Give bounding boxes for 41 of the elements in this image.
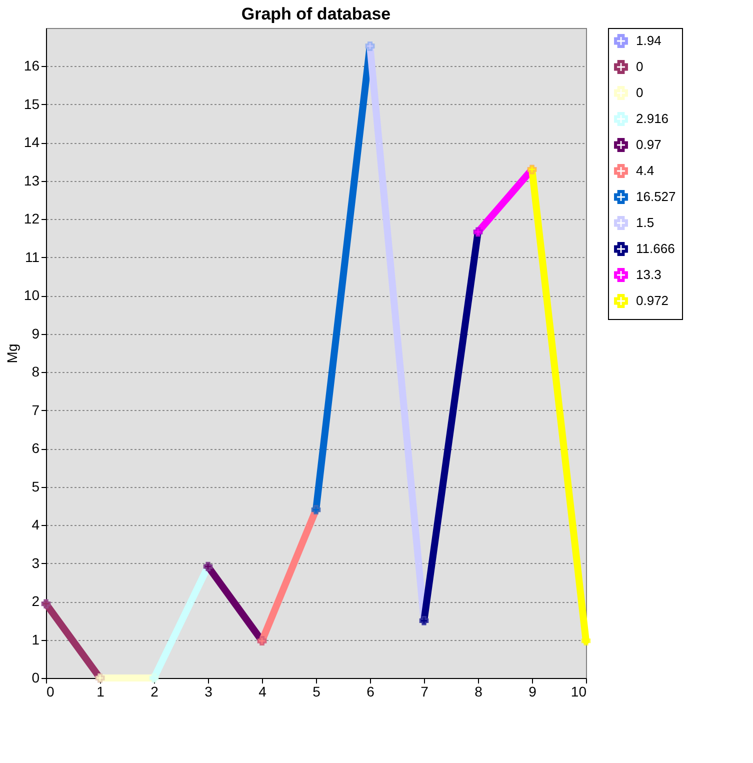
- x-tick-label: 3: [204, 684, 213, 700]
- x-tick-label: 8: [474, 684, 483, 700]
- x-tick-label: 0: [46, 684, 54, 700]
- y-tick-label: 8: [32, 364, 40, 380]
- x-tick-label: 10: [570, 684, 587, 700]
- legend-label: 1.94: [636, 33, 662, 48]
- x-tick-label: 2: [150, 684, 159, 700]
- y-tick-label: 2: [32, 593, 40, 610]
- x-tick-label: 4: [258, 684, 267, 700]
- legend-label: 1.5: [636, 215, 654, 230]
- x-tick-label: 5: [312, 684, 321, 700]
- legend-label: 11.666: [636, 241, 675, 256]
- y-tick-label: 3: [32, 554, 40, 571]
- y-axis-title: Mg: [4, 344, 20, 364]
- legend-label: 0.972: [636, 293, 669, 308]
- x-tick-label: 6: [366, 684, 375, 700]
- y-tick-label: 6: [32, 440, 40, 456]
- y-tick-label: 15: [24, 96, 40, 112]
- y-tick-label: 0: [32, 670, 40, 686]
- x-tick-label: 1: [96, 684, 105, 700]
- legend-label: 2.916: [636, 111, 669, 126]
- y-tick-label: 7: [32, 402, 40, 418]
- chart-title: Graph of database: [241, 4, 391, 24]
- y-tick-label: 14: [24, 134, 40, 150]
- legend-label: 4.4: [636, 163, 654, 178]
- y-tick-label: 12: [24, 210, 40, 227]
- y-tick-label: 10: [24, 287, 40, 304]
- legend-label: 0.97: [636, 137, 662, 152]
- y-tick-label: 4: [32, 516, 40, 533]
- y-tick-label: 13: [24, 172, 40, 188]
- y-tick-label: 16: [24, 58, 40, 74]
- y-tick-label: 9: [32, 325, 40, 342]
- legend-label: 0: [636, 85, 644, 100]
- legend-label: 16.527: [636, 189, 676, 204]
- y-tick-label: 1: [32, 631, 40, 648]
- y-tick-label: 11: [24, 248, 40, 265]
- y-tick-label: 5: [32, 478, 40, 494]
- x-tick-label: 9: [528, 684, 537, 700]
- x-tick-label: 7: [420, 684, 429, 700]
- legend-label: 13.3: [636, 267, 662, 282]
- legend-label: 0: [636, 59, 644, 74]
